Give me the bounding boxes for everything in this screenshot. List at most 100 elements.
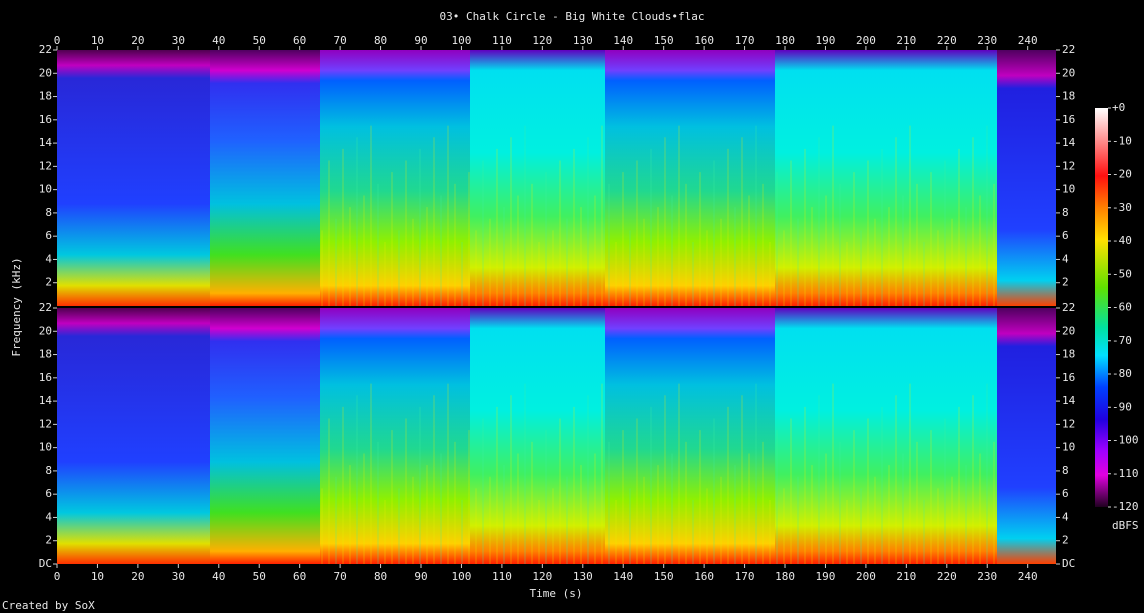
y-tick-label: 20 [39,66,52,79]
colorbar-tick-label: -80 [1112,367,1132,380]
x-tick-label-top: 50 [253,34,266,47]
x-tick-label-top: 240 [1018,34,1038,47]
spectrogram-band [605,308,775,564]
colorbar-tick-label: -40 [1112,234,1132,247]
y-tick-label: 14 [39,394,53,407]
y-tick-label-right: 10 [1062,183,1075,196]
x-tick-label: 220 [937,570,957,583]
y-tick-label: 16 [39,371,52,384]
x-tick-label: 120 [532,570,552,583]
colorbar-tick-label: -30 [1112,201,1132,214]
y-tick-label-right: DC [1062,557,1075,570]
chart-title: 03• Chalk Circle - Big White Clouds•flac [440,10,705,23]
y-tick-label-right: 10 [1062,441,1075,454]
y-tick-label-right: 4 [1062,510,1069,523]
x-tick-label: 170 [735,570,755,583]
x-tick-label: 90 [414,570,427,583]
colorbar-tick-label: -10 [1112,134,1132,147]
colorbar-tick-label: +0 [1112,101,1125,114]
y-tick-label-right: 14 [1062,394,1076,407]
x-tick-label: 130 [573,570,593,583]
x-tick-label: 200 [856,570,876,583]
y-tick-label: 4 [45,252,52,265]
x-tick-label-top: 70 [333,34,346,47]
spectrogram-band [997,308,1056,564]
x-tick-label-top: 40 [212,34,225,47]
colorbar-tick-label: -110 [1112,467,1139,480]
x-tick-label: 210 [896,570,916,583]
y-tick-label: 8 [45,206,52,219]
y-tick-label-right: 22 [1062,301,1075,314]
spectrogram-image [57,50,1056,564]
x-tick-label: 40 [212,570,225,583]
colorbar-tick-label: -100 [1112,434,1139,447]
y-tick-label-right: 2 [1062,534,1069,547]
y-tick-label: DC [39,557,52,570]
y-tick-label-right: 20 [1062,324,1075,337]
x-tick-label-top: 170 [735,34,755,47]
x-tick-label-top: 120 [532,34,552,47]
y-tick-label-right: 12 [1062,159,1075,172]
y-tick-label: 10 [39,183,52,196]
y-tick-label: 12 [39,417,52,430]
x-tick-label-top: 210 [896,34,916,47]
spectrogram-band [470,50,605,306]
spectrogram-band [57,308,210,564]
x-tick-label: 70 [333,570,346,583]
y-tick-label: 16 [39,113,52,126]
x-tick-label-top: 80 [374,34,387,47]
x-tick-label: 150 [654,570,674,583]
y-axis-label: Frequency (kHz) [10,257,23,356]
colorbar-tick-label: -70 [1112,334,1132,347]
x-tick-label: 160 [694,570,714,583]
x-tick-label: 0 [54,570,61,583]
y-tick-label: 22 [39,301,52,314]
x-tick-label: 180 [775,570,795,583]
x-tick-label: 230 [977,570,997,583]
x-tick-label-top: 180 [775,34,795,47]
y-tick-label: 14 [39,136,53,149]
x-tick-label-top: 100 [452,34,472,47]
y-tick-label-right: 20 [1062,66,1075,79]
x-tick-label-top: 20 [131,34,144,47]
x-tick-label-top: 110 [492,34,512,47]
y-tick-label-right: 12 [1062,417,1075,430]
y-tick-label: 10 [39,441,52,454]
x-tick-label: 110 [492,570,512,583]
x-tick-label-top: 190 [816,34,836,47]
x-tick-label-top: 220 [937,34,957,47]
x-tick-label: 100 [452,570,472,583]
x-tick-label: 20 [131,570,144,583]
x-tick-label: 60 [293,570,306,583]
spectrogram-band [57,50,210,306]
y-tick-label: 2 [45,276,52,289]
y-tick-label: 20 [39,324,52,337]
y-tick-label-right: 16 [1062,113,1075,126]
y-tick-label-right: 2 [1062,276,1069,289]
y-tick-label: 8 [45,464,52,477]
x-tick-label-top: 30 [172,34,185,47]
x-tick-label-top: 150 [654,34,674,47]
y-tick-label: 2 [45,534,52,547]
y-tick-label: 18 [39,348,52,361]
y-tick-label: 4 [45,510,52,523]
x-tick-label-top: 230 [977,34,997,47]
x-tick-label: 190 [816,570,836,583]
colorbar-label: dBFS [1112,519,1139,532]
spectrogram-band [775,308,997,564]
x-tick-label-top: 140 [613,34,633,47]
spectrogram-band [320,50,470,306]
y-tick-label-right: 18 [1062,348,1075,361]
y-tick-label-right: 6 [1062,229,1069,242]
colorbar-tick-label: -120 [1112,500,1139,513]
y-tick-label-right: 4 [1062,252,1069,265]
spectrogram-band [997,50,1056,306]
x-tick-label-top: 90 [414,34,427,47]
x-tick-label: 80 [374,570,387,583]
x-tick-label: 10 [91,570,104,583]
colorbar-tick-label: -20 [1112,168,1132,181]
spectrogram-band [470,308,605,564]
y-tick-label-right: 22 [1062,43,1075,56]
colorbar-tick-label: -60 [1112,301,1132,314]
